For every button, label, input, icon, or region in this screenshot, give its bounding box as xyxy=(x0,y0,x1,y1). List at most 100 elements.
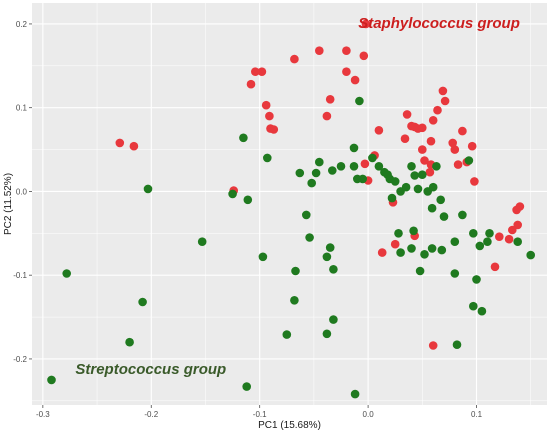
data-point xyxy=(350,389,360,399)
data-point xyxy=(450,237,460,246)
data-point xyxy=(515,202,525,211)
data-point xyxy=(374,162,384,171)
data-point xyxy=(266,124,275,133)
data-point xyxy=(433,105,442,115)
data-point xyxy=(425,167,435,177)
data-point xyxy=(374,126,384,135)
data-point xyxy=(428,341,438,350)
data-point xyxy=(458,126,467,136)
data-point xyxy=(401,182,411,192)
data-point xyxy=(322,252,332,262)
data-point xyxy=(325,243,335,252)
y-tick-label: 0.2 xyxy=(16,20,28,29)
data-point xyxy=(475,241,485,251)
data-point xyxy=(311,168,321,178)
data-point xyxy=(495,232,504,241)
data-point xyxy=(329,315,338,324)
y-tick-label: 0.0 xyxy=(16,187,28,196)
data-point xyxy=(477,306,487,316)
x-tick-label: -0.3 xyxy=(36,410,50,419)
data-point xyxy=(336,162,346,171)
data-point xyxy=(305,233,314,242)
data-point xyxy=(428,182,438,192)
data-point xyxy=(396,248,405,257)
data-point xyxy=(428,116,438,125)
data-point xyxy=(427,244,437,253)
data-point xyxy=(420,156,429,165)
data-point xyxy=(251,67,260,76)
data-point xyxy=(418,170,427,179)
data-point xyxy=(387,193,397,203)
data-point xyxy=(361,19,371,29)
data-point xyxy=(513,237,522,246)
data-point xyxy=(243,195,253,205)
data-point xyxy=(418,145,427,154)
data-point xyxy=(246,79,256,89)
grid-lines xyxy=(32,3,547,405)
data-point xyxy=(261,100,271,110)
data-point xyxy=(513,220,522,230)
data-point xyxy=(485,229,494,238)
data-point xyxy=(315,157,324,167)
data-point xyxy=(350,75,360,85)
data-point xyxy=(263,153,272,163)
data-point xyxy=(302,210,311,220)
y-tick-label: -0.2 xyxy=(13,355,27,364)
data-point xyxy=(359,51,369,61)
data-point xyxy=(349,143,359,153)
data-point xyxy=(483,237,492,246)
data-point xyxy=(426,136,436,146)
data-point xyxy=(448,138,458,148)
x-tick-label: 0.0 xyxy=(363,410,375,419)
data-point xyxy=(307,178,317,188)
data-point xyxy=(436,195,446,205)
data-point xyxy=(409,226,418,236)
data-point xyxy=(291,266,300,276)
data-point xyxy=(290,54,299,64)
data-point xyxy=(129,141,139,151)
data-point xyxy=(407,244,416,253)
data-point xyxy=(349,162,359,171)
y-tick-label: 0.1 xyxy=(16,104,28,113)
data-point xyxy=(390,177,400,186)
data-point xyxy=(315,46,324,55)
y-axis-title: PC2 (11.52%) xyxy=(3,173,14,235)
x-tick-labels: -0.3 -0.2 -0.1 0.0 0.1 xyxy=(36,405,483,419)
data-point xyxy=(390,239,400,249)
data-point xyxy=(413,184,423,194)
data-point xyxy=(125,337,134,347)
data-point xyxy=(322,329,332,339)
x-tick-label: -0.2 xyxy=(144,410,158,419)
data-point xyxy=(242,382,251,391)
data-point xyxy=(295,168,305,178)
data-point xyxy=(450,145,460,154)
data-points xyxy=(47,19,535,399)
data-point xyxy=(197,237,207,246)
data-point xyxy=(526,250,535,260)
data-point xyxy=(228,189,237,199)
data-point xyxy=(439,212,449,221)
data-point xyxy=(62,269,71,278)
data-point xyxy=(47,375,56,385)
data-point xyxy=(452,340,462,350)
group-annotations: Staphylococcus group Streptococcus group xyxy=(75,15,520,378)
data-point xyxy=(257,67,267,76)
data-point xyxy=(138,297,147,307)
data-point xyxy=(415,266,425,276)
data-point xyxy=(432,162,441,171)
data-point xyxy=(265,111,274,121)
data-point xyxy=(342,67,351,76)
data-point xyxy=(469,301,478,311)
x-axis-title: PC1 (15.68%) xyxy=(258,420,321,431)
data-point xyxy=(329,265,338,274)
data-point xyxy=(469,229,478,238)
data-point xyxy=(407,162,416,171)
data-point xyxy=(115,138,125,148)
data-point xyxy=(394,229,403,238)
data-point xyxy=(453,160,463,169)
data-point xyxy=(467,141,477,151)
data-point xyxy=(420,250,429,259)
group-label: Streptococcus group xyxy=(75,361,226,378)
y-tick-labels: -0.2 -0.1 0.0 0.1 0.2 xyxy=(13,20,32,364)
